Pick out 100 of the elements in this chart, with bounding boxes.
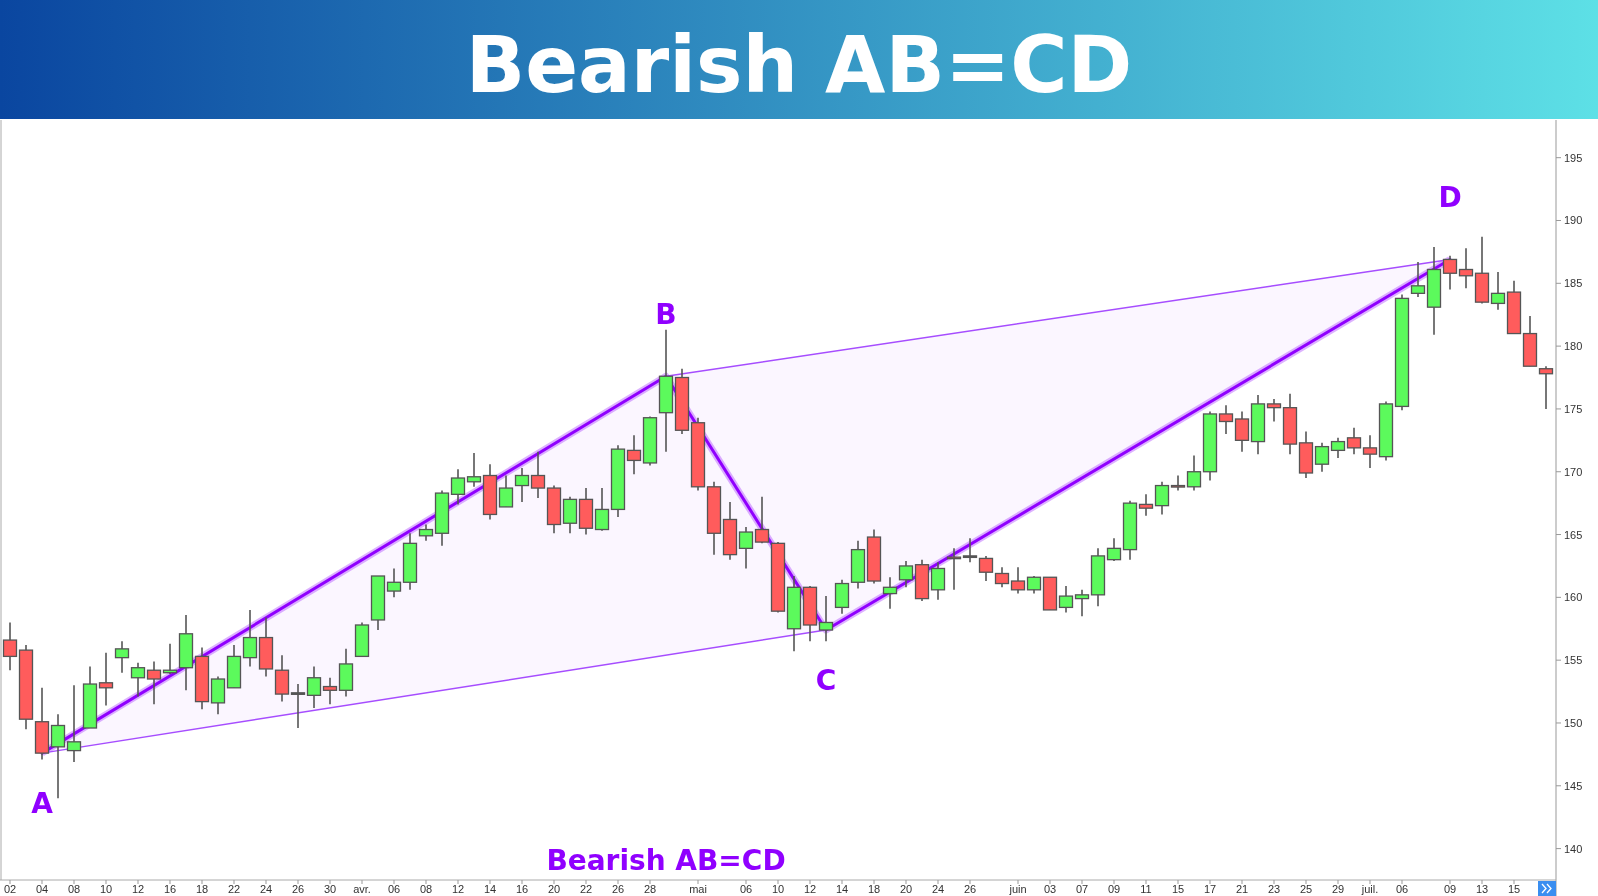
y-tick-label: 155 (1564, 654, 1583, 667)
x-tick-label: 20 (899, 883, 913, 895)
x-tick-label: 16 (163, 883, 177, 895)
x-tick-label: 26 (963, 883, 977, 895)
candlestick (1058, 585, 1074, 614)
annotation: B (655, 298, 677, 332)
candlestick (1106, 537, 1122, 562)
x-tick-label: 04 (35, 883, 49, 895)
x-tick-label: 10 (99, 883, 113, 895)
y-tick-label: 175 (1564, 402, 1583, 415)
candlestick (1442, 254, 1458, 291)
candlestick (562, 496, 578, 535)
candlestick (1538, 365, 1554, 410)
candlestick (1458, 247, 1474, 290)
chart-title: Bearish AB=CD (465, 20, 1133, 110)
x-tick-label: 08 (67, 883, 81, 895)
x-tick-label: 10 (771, 883, 785, 895)
x-tick-label: 17 (1203, 883, 1217, 895)
x-tick-label: 06 (387, 883, 401, 895)
x-tick-label: juin (1008, 883, 1027, 895)
candlestick (1362, 434, 1378, 469)
x-tick-label: 16 (515, 883, 529, 895)
candlestick (306, 665, 322, 709)
x-tick-label: 15 (1171, 883, 1185, 895)
candlestick (210, 675, 226, 715)
y-tick-label: 190 (1564, 214, 1583, 227)
y-tick-label: 185 (1564, 277, 1583, 290)
candlestick (818, 595, 834, 643)
annotation: Bearish AB=CD (546, 844, 786, 877)
x-tick-label: 23 (1267, 883, 1281, 895)
candlestick (994, 566, 1010, 589)
candlestick (1346, 426, 1362, 455)
y-tick-label: 180 (1564, 340, 1583, 353)
x-tick-label: 12 (803, 883, 817, 895)
candlestick (290, 683, 306, 729)
y-tick-label: 160 (1564, 591, 1583, 604)
candlestick (962, 537, 978, 563)
x-tick-label: 29 (1331, 883, 1345, 895)
x-tick-label: 25 (1299, 883, 1313, 895)
x-tick-label: 26 (611, 883, 625, 895)
candlestick (114, 640, 130, 674)
x-tick-label: 28 (643, 883, 657, 895)
candlestick (754, 496, 770, 545)
x-tick-label: 13 (1475, 883, 1489, 895)
x-tick-label: 18 (867, 883, 881, 895)
candlestick (1218, 404, 1234, 435)
candlestick (66, 684, 82, 763)
x-tick-label: 03 (1043, 883, 1057, 895)
candlestick (450, 468, 466, 506)
x-tick-label: 24 (259, 883, 273, 895)
candlestick (386, 567, 402, 599)
x-tick-label: 09 (1443, 883, 1457, 895)
candlestick (1074, 589, 1090, 617)
candlestick (2, 621, 18, 672)
candlestick (498, 474, 514, 508)
x-tick-label: 14 (483, 883, 497, 895)
candlestick (738, 526, 754, 570)
y-tick-label: 170 (1564, 465, 1583, 478)
x-tick-label: 22 (227, 883, 241, 895)
annotation: C (815, 664, 837, 698)
x-tick-label: 21 (1235, 883, 1249, 895)
candlestick (1410, 261, 1426, 298)
x-tick-label: avr. (353, 883, 371, 895)
candlestick (1170, 474, 1186, 492)
candlestick (514, 467, 530, 503)
y-tick-label: 140 (1564, 842, 1583, 855)
x-tick-label: 22 (579, 883, 593, 895)
x-tick-label: 30 (323, 883, 337, 895)
candlestick (1186, 454, 1202, 492)
y-tick-label: 145 (1564, 779, 1583, 792)
candlestick (882, 576, 898, 610)
candlestick (466, 452, 482, 488)
candlestick (146, 660, 162, 705)
candlestick (1266, 398, 1282, 423)
y-tick-label: 195 (1564, 151, 1583, 164)
candlestick (898, 560, 914, 589)
candlestick (1154, 480, 1170, 516)
candlestick (1490, 271, 1506, 311)
candlestick (834, 578, 850, 615)
y-tick-label: 165 (1564, 528, 1583, 541)
annotation: A (31, 787, 54, 821)
x-tick-label: 26 (291, 883, 305, 895)
x-tick-label: 12 (131, 883, 145, 895)
annotation: D (1438, 181, 1462, 215)
candlestick (1234, 410, 1250, 453)
x-tick-label: 11 (1140, 883, 1152, 895)
x-tick-label: 14 (835, 883, 849, 895)
candlestick (1330, 437, 1346, 459)
candlestick (98, 651, 114, 707)
candlestick (322, 676, 338, 705)
candlestick (1314, 442, 1330, 473)
x-tick-label: 24 (931, 883, 945, 895)
x-tick-label: 09 (1107, 883, 1121, 895)
x-tick-label: 02 (3, 883, 17, 895)
candlestick (130, 661, 146, 698)
x-tick-label: 07 (1075, 883, 1089, 895)
x-tick-label: 06 (1395, 883, 1409, 895)
candlestick (1138, 493, 1154, 517)
y-tick-label: 150 (1564, 716, 1583, 729)
x-tick-label: juil. (1360, 883, 1379, 895)
